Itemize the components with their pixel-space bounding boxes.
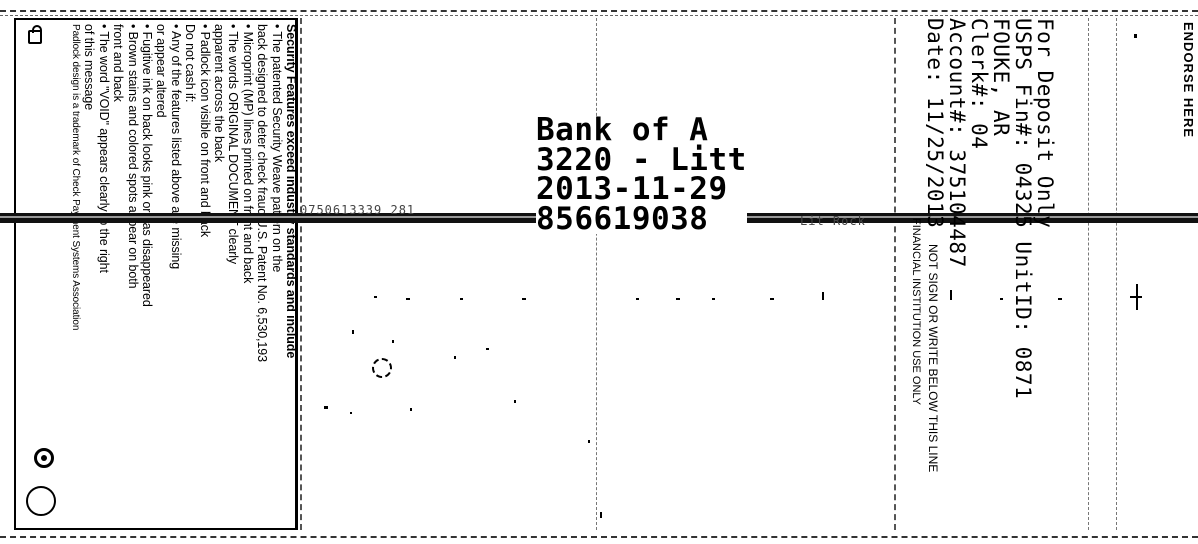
scan-speck — [712, 298, 715, 300]
endorsement-area-divider — [894, 18, 896, 530]
security-footer: Padlock design is a trademark of Check P… — [69, 24, 81, 331]
security-features-text: Security Features exceed industry standa… — [18, 18, 302, 530]
circle-icon — [26, 486, 56, 516]
scan-speck — [1000, 298, 1003, 300]
scan-speck — [350, 412, 352, 414]
security-line: of this message — [82, 24, 97, 111]
security-line: • Brown stains and colored spots appear … — [125, 24, 140, 289]
security-panel-edge — [300, 18, 302, 530]
bank-date: 2013-11-29 — [536, 171, 728, 207]
stamp-line: Account#: 375104487 — [945, 18, 969, 268]
scan-speck — [676, 298, 680, 300]
padlock-icon — [28, 25, 42, 44]
top-border-dashed — [0, 10, 1198, 12]
stamp-line: For Deposit Only — [1033, 18, 1057, 229]
scan-artifact-ring — [372, 358, 392, 378]
security-line: or appear altered — [154, 24, 169, 118]
scan-speck — [588, 440, 590, 443]
scan-speck — [406, 298, 410, 300]
scan-speck — [374, 296, 377, 298]
scan-speck — [486, 348, 489, 350]
scan-speck — [392, 340, 394, 343]
scan-speck — [410, 408, 412, 411]
scan-speck — [454, 356, 456, 359]
security-features-panel — [14, 18, 298, 530]
security-line: • Any of the features listed above are m… — [168, 24, 183, 270]
scan-speck — [950, 290, 952, 300]
scan-speck — [1058, 298, 1062, 300]
center-guide-line — [596, 18, 597, 530]
scan-speck — [514, 400, 516, 403]
security-line: • The word "VOID" appears clearly to the… — [96, 24, 111, 273]
scan-speck — [636, 298, 639, 300]
security-line: • Padlock icon visible on front and back — [197, 24, 212, 237]
scan-speck — [770, 298, 774, 300]
bank-sequence: 856619038 — [536, 200, 709, 237]
bank-branch: 3220 - Litt — [536, 141, 747, 178]
endorse-here-label: ENDORSE HERE — [1181, 22, 1196, 139]
scan-speck — [352, 330, 354, 334]
security-line: Do not cash if: — [183, 24, 198, 103]
security-line: • Fugitive ink on back looks pink or has… — [139, 24, 154, 307]
scan-speck — [822, 292, 824, 300]
endorsement-guide-line — [1088, 18, 1089, 530]
scan-speck — [600, 512, 602, 518]
do-not-sign-label: NOT SIGN OR WRITE BELOW THIS LINE — [926, 244, 940, 473]
bank-imprint: Bank of A 3220 - Litt 2013-11-29 8566190… — [536, 112, 747, 237]
bottom-border-dashed — [0, 536, 1198, 538]
scan-speck — [1136, 284, 1138, 310]
stamp-line: FOUKE, AR — [989, 18, 1013, 137]
top-border-dashed-inner — [0, 15, 1198, 16]
stamp-line: USPS Fin#: 04325 UnitID: 0871 — [1011, 18, 1035, 400]
security-line: • The patented Security Weave pattern on… — [269, 24, 284, 273]
scan-speck — [522, 298, 526, 300]
micr-right-text: Lit Rock — [800, 214, 866, 228]
security-line: apparent across the back — [211, 24, 226, 162]
security-line: • The words ORIGINAL DOCUMENT clearly — [226, 24, 241, 265]
scan-speck — [1134, 34, 1137, 38]
institution-use-label: FINANCIAL INSTITUTION USE ONLY — [910, 218, 922, 406]
security-line: • Microprint (MP) lines printed on front… — [240, 24, 255, 284]
security-line: back designed to deter check fraud U.S. … — [255, 24, 270, 362]
stamp-line: Clerk#: 04 — [967, 18, 991, 150]
endorsement-guide-line-2 — [1116, 18, 1117, 530]
micr-left-digits: 0750613339 281 — [300, 203, 416, 217]
scan-speck — [460, 298, 463, 300]
security-line: front and back — [111, 24, 126, 102]
scan-speck — [324, 406, 328, 409]
bank-name: Bank of A — [536, 112, 709, 148]
security-heading: Security Features exceed industry standa… — [284, 24, 298, 359]
seal-icon — [34, 448, 54, 468]
